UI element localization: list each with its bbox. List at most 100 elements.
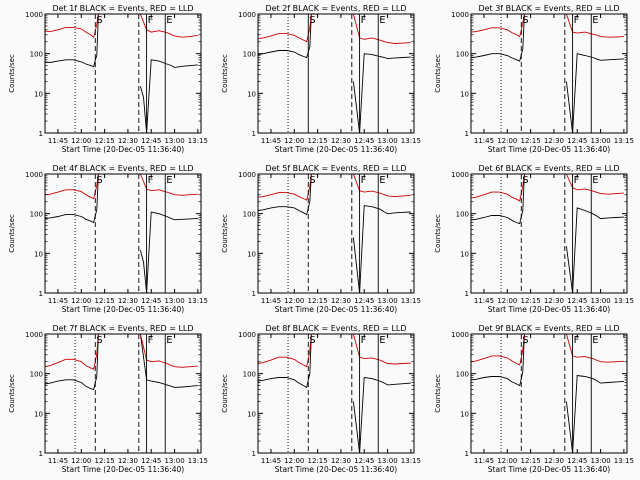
chart-title: Det 6f BLACK = Events, RED = LLD [478,164,619,173]
x-tick-label: 12:45 [354,457,374,465]
y-tick-label: 1000 [451,171,469,179]
x-tick-label: 12:30 [118,297,138,305]
y-tick-label: 100 [243,51,256,59]
series-line-lld [257,13,411,44]
y-axis-label: Counts/sec [434,214,442,253]
event-marker-label: F [574,175,580,186]
y-axis-label: Counts/sec [434,54,442,93]
series-line-lld [470,173,624,202]
plot-frame [470,173,628,294]
x-tick-label: 13:00 [164,297,184,305]
series-line-events [44,333,198,391]
x-tick-label: 12:00 [497,457,517,465]
plot-frame [257,13,415,134]
y-tick-label: 1 [465,290,469,298]
y-tick-label: 1 [39,290,43,298]
plot-frame [470,333,628,454]
x-axis-label: Start Time (20-Dec-05 11:36:40) [488,145,610,154]
series-line-events [257,333,411,454]
chart-title: Det 3f BLACK = Events, RED = LLD [478,4,619,13]
chart-panel-8: Det 8f BLACK = Events, RED = LLD S F E 11:45… [221,324,421,474]
x-tick-label: 13:00 [590,137,610,145]
x-tick-label: 11:45 [474,137,494,145]
x-tick-label: 12:30 [118,457,138,465]
x-tick-label: 12:00 [497,137,517,145]
chart-title: Det 4f BLACK = Events, RED = LLD [52,164,193,173]
x-axis-label: Start Time (20-Dec-05 11:36:40) [275,145,397,154]
event-marker-label: F [361,175,367,186]
series-line-lld [257,333,411,368]
y-tick-label: 1 [465,450,469,458]
event-marker-label: E [592,335,598,346]
event-marker-label: S [522,15,528,26]
y-tick-label: 100 [30,211,43,219]
x-tick-label: 11:45 [48,137,68,145]
x-tick-label: 12:15 [521,137,541,145]
event-marker-label: E [592,15,598,26]
x-tick-label: 11:45 [48,457,68,465]
y-tick-label: 100 [30,371,43,379]
event-marker-label: E [379,175,385,186]
event-marker-label: S [96,15,102,26]
y-axis-label: Counts/sec [221,54,229,93]
x-axis-label: Start Time (20-Dec-05 11:36:40) [62,305,184,314]
x-tick-label: 12:30 [544,137,564,145]
series-line-lld [44,13,198,38]
x-tick-label: 12:45 [141,297,161,305]
y-tick-label: 10 [34,90,43,98]
y-tick-label: 1 [252,290,256,298]
y-tick-label: 10 [247,250,256,258]
x-tick-label: 13:15 [188,137,208,145]
chart-title: Det 5f BLACK = Events, RED = LLD [265,164,406,173]
x-tick-label: 12:15 [95,297,115,305]
x-tick-label: 13:15 [188,297,208,305]
x-tick-label: 13:15 [614,297,634,305]
chart-panel-5: Det 5f BLACK = Events, RED = LLD S F E 11:45… [221,164,421,314]
y-tick-label: 10 [460,90,469,98]
x-axis-label: Start Time (20-Dec-05 11:36:40) [488,305,610,314]
x-axis-label: Start Time (20-Dec-05 11:36:40) [62,465,184,474]
series-line-events [44,173,198,294]
x-tick-label: 12:15 [521,457,541,465]
event-marker-label: E [166,335,172,346]
event-marker-label: E [379,15,385,26]
x-tick-label: 12:45 [567,137,587,145]
event-marker-label: S [96,335,102,346]
y-axis-label: Counts/sec [221,374,229,413]
x-tick-label: 13:00 [590,297,610,305]
x-tick-label: 11:45 [261,457,281,465]
x-tick-label: 13:00 [377,457,397,465]
chart-panel-4: Det 4f BLACK = Events, RED = LLD S F E 11:45… [8,164,208,314]
y-tick-label: 100 [456,51,469,59]
x-tick-label: 13:00 [164,137,184,145]
event-marker-label: S [309,175,315,186]
x-tick-label: 13:15 [401,457,421,465]
x-tick-label: 11:45 [261,137,281,145]
event-marker-label: E [592,175,598,186]
x-tick-label: 12:15 [521,297,541,305]
event-marker-label: S [309,335,315,346]
series-line-lld [470,333,624,366]
chart-title: Det 2f BLACK = Events, RED = LLD [265,4,406,13]
series-line-events [44,13,198,134]
y-tick-label: 1000 [25,331,43,339]
y-tick-label: 10 [34,410,43,418]
y-tick-label: 1000 [238,331,256,339]
plot-frame [44,173,202,294]
plot-frame [44,13,202,134]
y-axis-label: Counts/sec [8,374,16,413]
x-tick-label: 12:15 [308,137,328,145]
series-line-events [257,13,411,134]
series-line-events [470,13,624,134]
x-tick-label: 13:00 [377,137,397,145]
event-marker-label: F [148,335,154,346]
event-marker-label: E [166,175,172,186]
y-tick-label: 1000 [451,11,469,19]
chart-panel-3: Det 3f BLACK = Events, RED = LLD S F E 11:45… [434,4,634,154]
y-tick-label: 1 [39,130,43,138]
x-axis-label: Start Time (20-Dec-05 11:36:40) [62,145,184,154]
y-tick-label: 100 [30,51,43,59]
event-marker-label: S [522,335,528,346]
y-tick-label: 1000 [238,171,256,179]
x-tick-label: 13:15 [614,137,634,145]
